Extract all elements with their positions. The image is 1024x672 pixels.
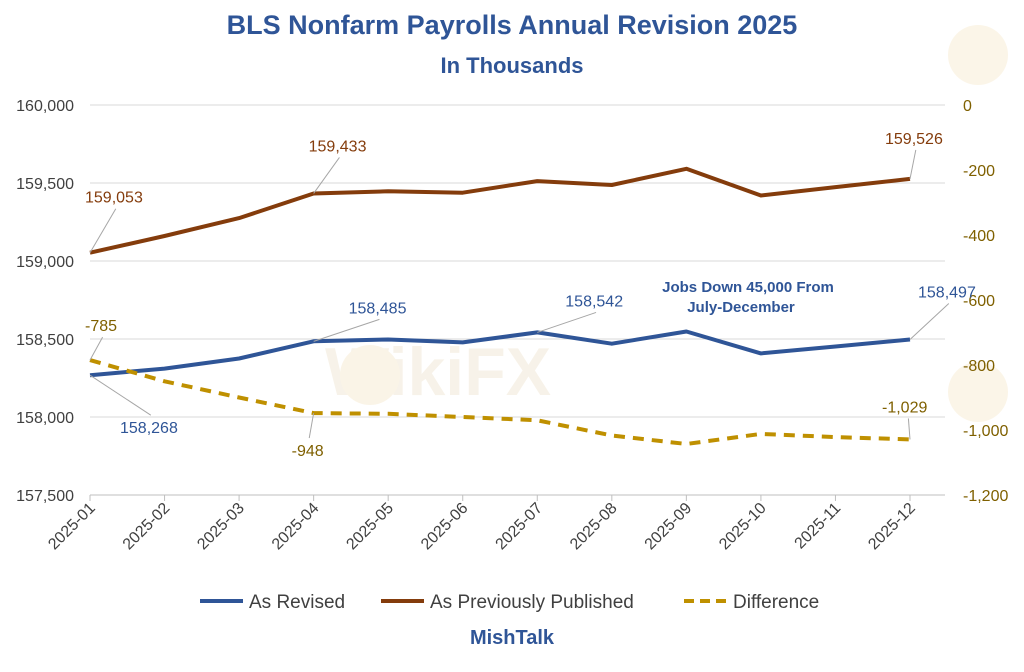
data-label: 159,053 [85, 190, 143, 207]
source-credit: MishTalk [470, 627, 555, 649]
data-label-leader [313, 318, 380, 342]
watermark-right-logo-icon [948, 362, 1008, 422]
data-label: 158,542 [565, 293, 623, 310]
left-tick-label: 157,500 [16, 488, 74, 505]
chart-title: BLS Nonfarm Payrolls Annual Revision 202… [227, 10, 798, 40]
x-tick-label: 2025-02 [120, 500, 174, 554]
x-tick-label: 2025-05 [343, 500, 397, 554]
left-tick-label: 158,500 [16, 332, 74, 349]
chart-subtitle: In Thousands [441, 53, 584, 78]
x-tick-label: 2025-08 [567, 500, 621, 554]
data-label: 159,526 [885, 131, 943, 148]
watermark: WikiFX [325, 25, 1008, 422]
data-label-leader [909, 303, 950, 340]
right-tick-label: -400 [963, 228, 995, 245]
data-label: -1,029 [882, 399, 927, 416]
data-label: 158,268 [120, 420, 178, 437]
series-line-as-revised [89, 329, 911, 378]
right-tick-label: -600 [963, 293, 995, 310]
right-tick-label: 0 [963, 98, 972, 115]
right-tick-label: -1,000 [963, 423, 1008, 440]
series-lines [89, 166, 911, 446]
x-tick-label: 2025-11 [792, 500, 845, 553]
watermark-corner-logo-icon [948, 25, 1008, 85]
annotation-line-1: Jobs Down 45,000 From [662, 279, 834, 296]
data-label: 158,497 [918, 284, 976, 301]
watermark-logo-icon [340, 345, 400, 405]
right-tick-label: -800 [963, 358, 995, 375]
left-tick-label: 159,500 [16, 176, 74, 193]
data-label-leader [907, 418, 911, 440]
left-axis-ticks: 157,500 158,000 158,500 159,000 159,500 160,0… [16, 98, 74, 505]
data-label-leader [537, 311, 597, 333]
gridlines [90, 104, 945, 418]
watermark-text: WikiFX [325, 334, 551, 410]
data-label-leader [313, 157, 340, 194]
data-label: -785 [85, 318, 117, 335]
legend-label-as-revised: As Revised [249, 592, 345, 613]
data-label-leader [308, 413, 315, 439]
data-labels: 158,268 158,485 158,542 158,497 159,053 159,4… [85, 131, 976, 460]
x-tick-label: 2025-01 [45, 500, 99, 554]
series-line-difference [89, 358, 911, 446]
data-label-leader [89, 374, 152, 416]
legend-label-difference: Difference [733, 592, 819, 613]
x-tick-label: 2025-03 [194, 500, 248, 554]
right-axis-ticks: -1,200 -1,000 -800 -600 -400 -200 0 [963, 98, 1008, 505]
x-tick-label: 2025-07 [493, 500, 547, 554]
data-label-leader [89, 336, 104, 361]
data-label: 158,485 [349, 300, 407, 317]
annotation-line-2: July-December [687, 299, 795, 316]
data-label: 159,433 [309, 138, 367, 155]
x-tick-label: 2025-12 [865, 500, 919, 554]
legend: As Revised As Previously Published Diffe… [200, 592, 819, 613]
data-label-leader [89, 208, 117, 253]
data-label: -948 [292, 443, 324, 460]
left-tick-label: 158,000 [16, 410, 74, 427]
data-label-leader [909, 149, 917, 180]
series-line-as-previously-published [89, 166, 911, 255]
x-axis-ticks: 2025-01 2025-02 2025-03 2025-04 2025-05 2025-… [45, 495, 919, 553]
x-tick-label: 2025-04 [269, 500, 323, 554]
right-tick-label: -1,200 [963, 488, 1008, 505]
right-tick-label: -200 [963, 163, 995, 180]
left-tick-label: 159,000 [16, 254, 74, 271]
left-tick-label: 160,000 [16, 98, 74, 115]
legend-label-as-previously-published: As Previously Published [430, 592, 634, 613]
x-tick-label: 2025-10 [716, 500, 770, 554]
x-tick-label: 2025-09 [642, 500, 696, 554]
x-tick-label: 2025-06 [418, 500, 472, 554]
